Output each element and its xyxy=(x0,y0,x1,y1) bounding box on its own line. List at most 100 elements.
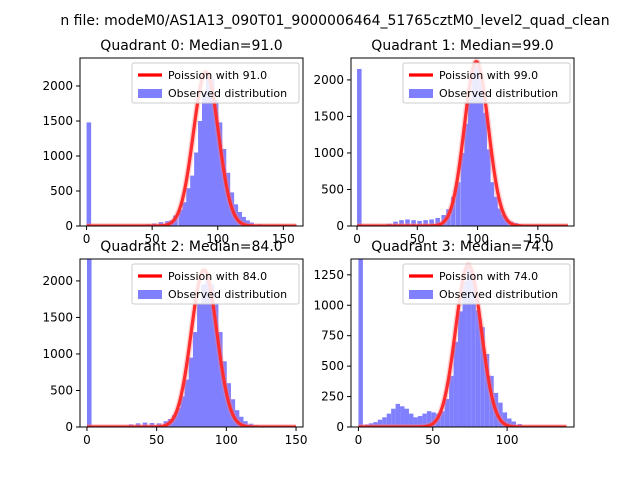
histogram-bar xyxy=(222,361,227,427)
histogram-bar xyxy=(190,175,195,226)
x-tick-label: 0 xyxy=(355,433,363,447)
legend-observed-swatch xyxy=(409,290,433,299)
histogram-bar xyxy=(466,266,472,427)
histogram-bar xyxy=(188,357,194,427)
x-tick-label: 50 xyxy=(425,433,440,447)
histogram-bar xyxy=(184,379,190,427)
histogram-bar xyxy=(411,220,416,226)
x-tick-label: 150 xyxy=(526,232,549,246)
histogram-bar xyxy=(462,280,467,427)
histogram-bar xyxy=(444,399,450,427)
legend-box xyxy=(402,62,571,104)
histogram-bar xyxy=(176,408,181,427)
histogram-bar xyxy=(464,123,469,226)
histogram-bar xyxy=(158,222,164,226)
histogram-bar xyxy=(241,216,246,226)
histogram-bar xyxy=(507,418,512,427)
histogram-bar xyxy=(149,422,155,427)
histogram-bar xyxy=(368,423,374,427)
quadrant-2-axes-frame xyxy=(79,258,304,428)
histogram-bar xyxy=(458,311,463,427)
histogram-bar xyxy=(237,212,243,226)
histogram-bar xyxy=(451,196,456,226)
histogram-bar xyxy=(431,412,436,427)
y-tick-label: 0 xyxy=(65,420,73,434)
legend-observed-label: Observed distribution xyxy=(439,87,558,100)
y-tick-label: 1000 xyxy=(313,146,344,160)
x-tick-label: 100 xyxy=(215,433,238,447)
quadrant-0-axes-frame xyxy=(79,57,304,227)
histogram-bar xyxy=(504,218,509,226)
histogram-bar xyxy=(209,284,215,427)
histogram-bar xyxy=(373,422,378,427)
histogram-bar xyxy=(475,65,480,226)
histogram-bar xyxy=(502,412,508,427)
histogram-bar xyxy=(357,68,362,226)
y-tick-label: 0 xyxy=(336,219,344,233)
histogram-bar xyxy=(86,122,92,226)
x-tick-label: 150 xyxy=(272,232,295,246)
x-tick-label: 100 xyxy=(206,232,229,246)
histogram-bar xyxy=(449,375,454,427)
y-tick-label: 1000 xyxy=(313,298,344,312)
legend-poisson-label: Poission with 99.0 xyxy=(439,69,538,82)
histogram-bar xyxy=(171,415,177,427)
x-tick-label: 50 xyxy=(145,232,160,246)
histogram-bar xyxy=(455,182,461,226)
histogram-bar xyxy=(194,152,199,226)
histogram-bar xyxy=(86,259,92,427)
histogram-bar xyxy=(475,310,481,427)
legend-box xyxy=(131,263,300,305)
quadrant-1-axes-frame xyxy=(350,57,575,227)
y-tick-label: 1000 xyxy=(42,347,73,361)
poisson-curve-halo xyxy=(357,58,568,226)
histogram-bar xyxy=(484,353,490,427)
histogram-bar xyxy=(377,419,383,427)
histogram-bar xyxy=(486,149,491,226)
histogram-bar xyxy=(209,79,215,226)
histogram-bar xyxy=(482,112,487,226)
histogram-bar xyxy=(221,149,227,226)
histogram-bar xyxy=(213,302,219,427)
histogram-bar xyxy=(192,332,198,427)
histogram-bar xyxy=(493,196,498,226)
quadrant-0-legend: Poission with 91.0 Observed distribution xyxy=(131,62,300,104)
histogram-bar xyxy=(408,413,414,427)
poisson-curve xyxy=(357,60,568,226)
quadrant-3-axes-frame xyxy=(350,258,575,428)
y-tick-label: 0 xyxy=(65,219,73,233)
histogram-bar xyxy=(399,220,404,226)
histogram-bar xyxy=(478,76,484,226)
y-tick-label: 1500 xyxy=(42,114,73,128)
histogram-bar xyxy=(440,411,445,427)
x-tick-label: 50 xyxy=(410,232,425,246)
histogram-bar xyxy=(417,220,422,226)
quadrant-3-chart: Quadrant 3: Median=74.00 50 10002505007501… xyxy=(313,239,575,447)
legend-observed-swatch xyxy=(409,89,433,98)
histogram-bar xyxy=(201,284,206,427)
y-tick-label: 1000 xyxy=(42,149,73,163)
histogram-bar xyxy=(178,209,183,226)
histogram-bar xyxy=(500,214,506,226)
figure-suptitle: n file: modeM0/AS1A13_090T01_9000006464_… xyxy=(60,13,609,29)
quadrant-0-chart: Quadrant 0: Median=91.00 50 100 15005001000… xyxy=(42,38,304,246)
histogram-bar xyxy=(404,408,409,427)
quadrant-1-chart: Quadrant 1: Median=99.00 50 100 15005001000… xyxy=(313,38,575,246)
histogram-bar xyxy=(213,100,219,226)
x-tick-label: 0 xyxy=(83,232,91,246)
y-tick-label: 500 xyxy=(321,182,344,196)
histogram-bar xyxy=(391,408,396,427)
histogram-bar xyxy=(460,152,466,226)
quadrant-3-title: Quadrant 3: Median=74.0 xyxy=(371,239,553,255)
histogram-bar xyxy=(422,413,427,427)
histogram-bar xyxy=(358,259,363,427)
x-tick-label: 0 xyxy=(353,232,361,246)
y-tick-label: 750 xyxy=(321,329,344,343)
legend-observed-label: Observed distribution xyxy=(168,87,287,100)
quadrant-1-plot-area xyxy=(357,58,568,226)
histogram-bar xyxy=(471,274,476,427)
legend-observed-label: Observed distribution xyxy=(439,288,558,301)
histogram-bar xyxy=(498,402,503,427)
histogram-bar xyxy=(201,93,207,226)
